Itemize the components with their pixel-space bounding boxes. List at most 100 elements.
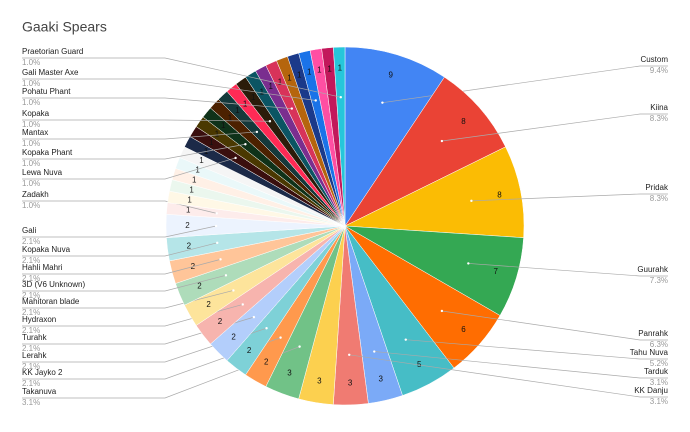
legend-label: Kopaka Nuva (22, 245, 71, 254)
slice-label: 3 (348, 379, 353, 388)
slice-label: 5 (417, 360, 422, 369)
leader-dot (219, 258, 222, 261)
percent-label: 2.1% (22, 362, 40, 371)
percent-label: 1.0% (22, 120, 40, 129)
slice-label: 8 (461, 117, 466, 126)
leader-line (382, 65, 668, 104)
pie-slice (333, 46, 346, 227)
percent-label: 2.1% (22, 344, 40, 353)
slice-label: 1 (317, 66, 322, 75)
percent-label: 1.0% (22, 58, 40, 67)
pie-slice (344, 46, 445, 227)
slice-label: 9 (388, 70, 393, 79)
slice-label: 2 (247, 346, 252, 355)
slice-label: 3 (287, 369, 292, 378)
percent-label: 3.1% (22, 398, 40, 407)
legend-label: Hahli Mahri (22, 263, 63, 272)
percent-label: 1.0% (22, 139, 40, 148)
pie-slice (344, 146, 525, 238)
slice-label: 7 (494, 267, 499, 276)
legend-label: Tarduk (644, 367, 669, 376)
leader-dot (279, 336, 282, 339)
slice-label: 1 (187, 195, 192, 204)
leader-line (22, 119, 270, 122)
slice-label: 1 (287, 74, 292, 83)
slice-label: 2 (197, 281, 202, 290)
slice-label: 2 (187, 242, 192, 251)
percent-label: 6.3% (650, 340, 668, 349)
percent-label: 3.1% (650, 378, 668, 387)
percent-label: 1.0% (22, 179, 40, 188)
leader-line (22, 259, 221, 275)
legend-label: KK Danju (634, 386, 668, 395)
legend-label: Gali (22, 226, 36, 235)
legend-label: Mahitoran blade (22, 297, 80, 306)
leader-line (22, 57, 341, 98)
slice-label: 8 (497, 190, 502, 199)
slice-label: 1 (221, 121, 226, 130)
percent-label: 3.1% (650, 397, 668, 406)
legend-label: Pridak (645, 183, 669, 192)
percent-label: 2.1% (22, 308, 40, 317)
leader-dot (440, 309, 444, 313)
slice-label: 1 (338, 64, 343, 73)
legend-label: Guurahk (637, 265, 669, 274)
leader-dot (241, 303, 244, 306)
leader-dot (339, 95, 342, 99)
leader-line (22, 200, 217, 214)
leader-dot (216, 241, 219, 245)
percent-label: 8.3% (650, 114, 668, 123)
slice-label: 1 (307, 68, 312, 77)
legend-label: Praetorian Guard (22, 47, 83, 56)
leader-dot (373, 350, 376, 353)
slice-label: 1 (215, 129, 220, 138)
slice-label: 2 (264, 358, 269, 367)
legend-label: Hydraxon (22, 315, 56, 324)
percent-label: 7.3% (650, 276, 668, 285)
percent-label: 1.0% (22, 98, 40, 107)
leader-dot (348, 353, 351, 357)
leader-line (22, 290, 234, 309)
percent-label: 2.1% (22, 326, 40, 335)
leader-line (22, 97, 292, 109)
slice-label: 1 (195, 166, 200, 175)
leader-dot (470, 199, 473, 203)
slice-label: 1 (278, 78, 283, 87)
leader-line (374, 351, 668, 379)
percent-label: 2.1% (22, 256, 40, 265)
legend-label: Kopaka Phant (22, 148, 73, 157)
slice-label: 6 (461, 325, 466, 334)
leader-dot (298, 345, 301, 348)
percent-label: 2.1% (22, 379, 40, 388)
percent-label: 5.2% (650, 359, 668, 368)
slice-label: 2 (218, 317, 223, 326)
leader-line (22, 78, 316, 101)
leader-dot (255, 130, 259, 134)
leader-line (22, 242, 218, 257)
leader-dot (232, 289, 235, 292)
leader-line (471, 193, 668, 202)
percent-label: 1.0% (22, 79, 40, 88)
legend-label: Kopaka (22, 109, 50, 118)
legend-label: Turahk (22, 333, 48, 342)
legend-label: Gali Master Axe (22, 68, 79, 77)
slice-label: 1 (235, 106, 240, 115)
legend-label: Lerahk (22, 351, 47, 360)
leader-dot (234, 156, 237, 160)
leader-line (22, 143, 246, 160)
slice-label: 2 (231, 332, 236, 341)
slice-label: 1 (209, 138, 214, 147)
slice-label: 1 (327, 64, 332, 73)
legend-label: Custom (640, 55, 668, 64)
leader-line (405, 339, 668, 360)
percent-label: 2.1% (22, 237, 40, 246)
leader-dot (265, 327, 268, 330)
percent-label: 1.0% (22, 159, 40, 168)
legend-label: KK Jayko 2 (22, 368, 63, 377)
leader-dot (244, 143, 247, 146)
pie-slice (344, 76, 506, 227)
legend-label: Lewa Nuva (22, 168, 63, 177)
legend-label: Pohatu Phant (22, 87, 71, 96)
leader-line (22, 225, 217, 238)
